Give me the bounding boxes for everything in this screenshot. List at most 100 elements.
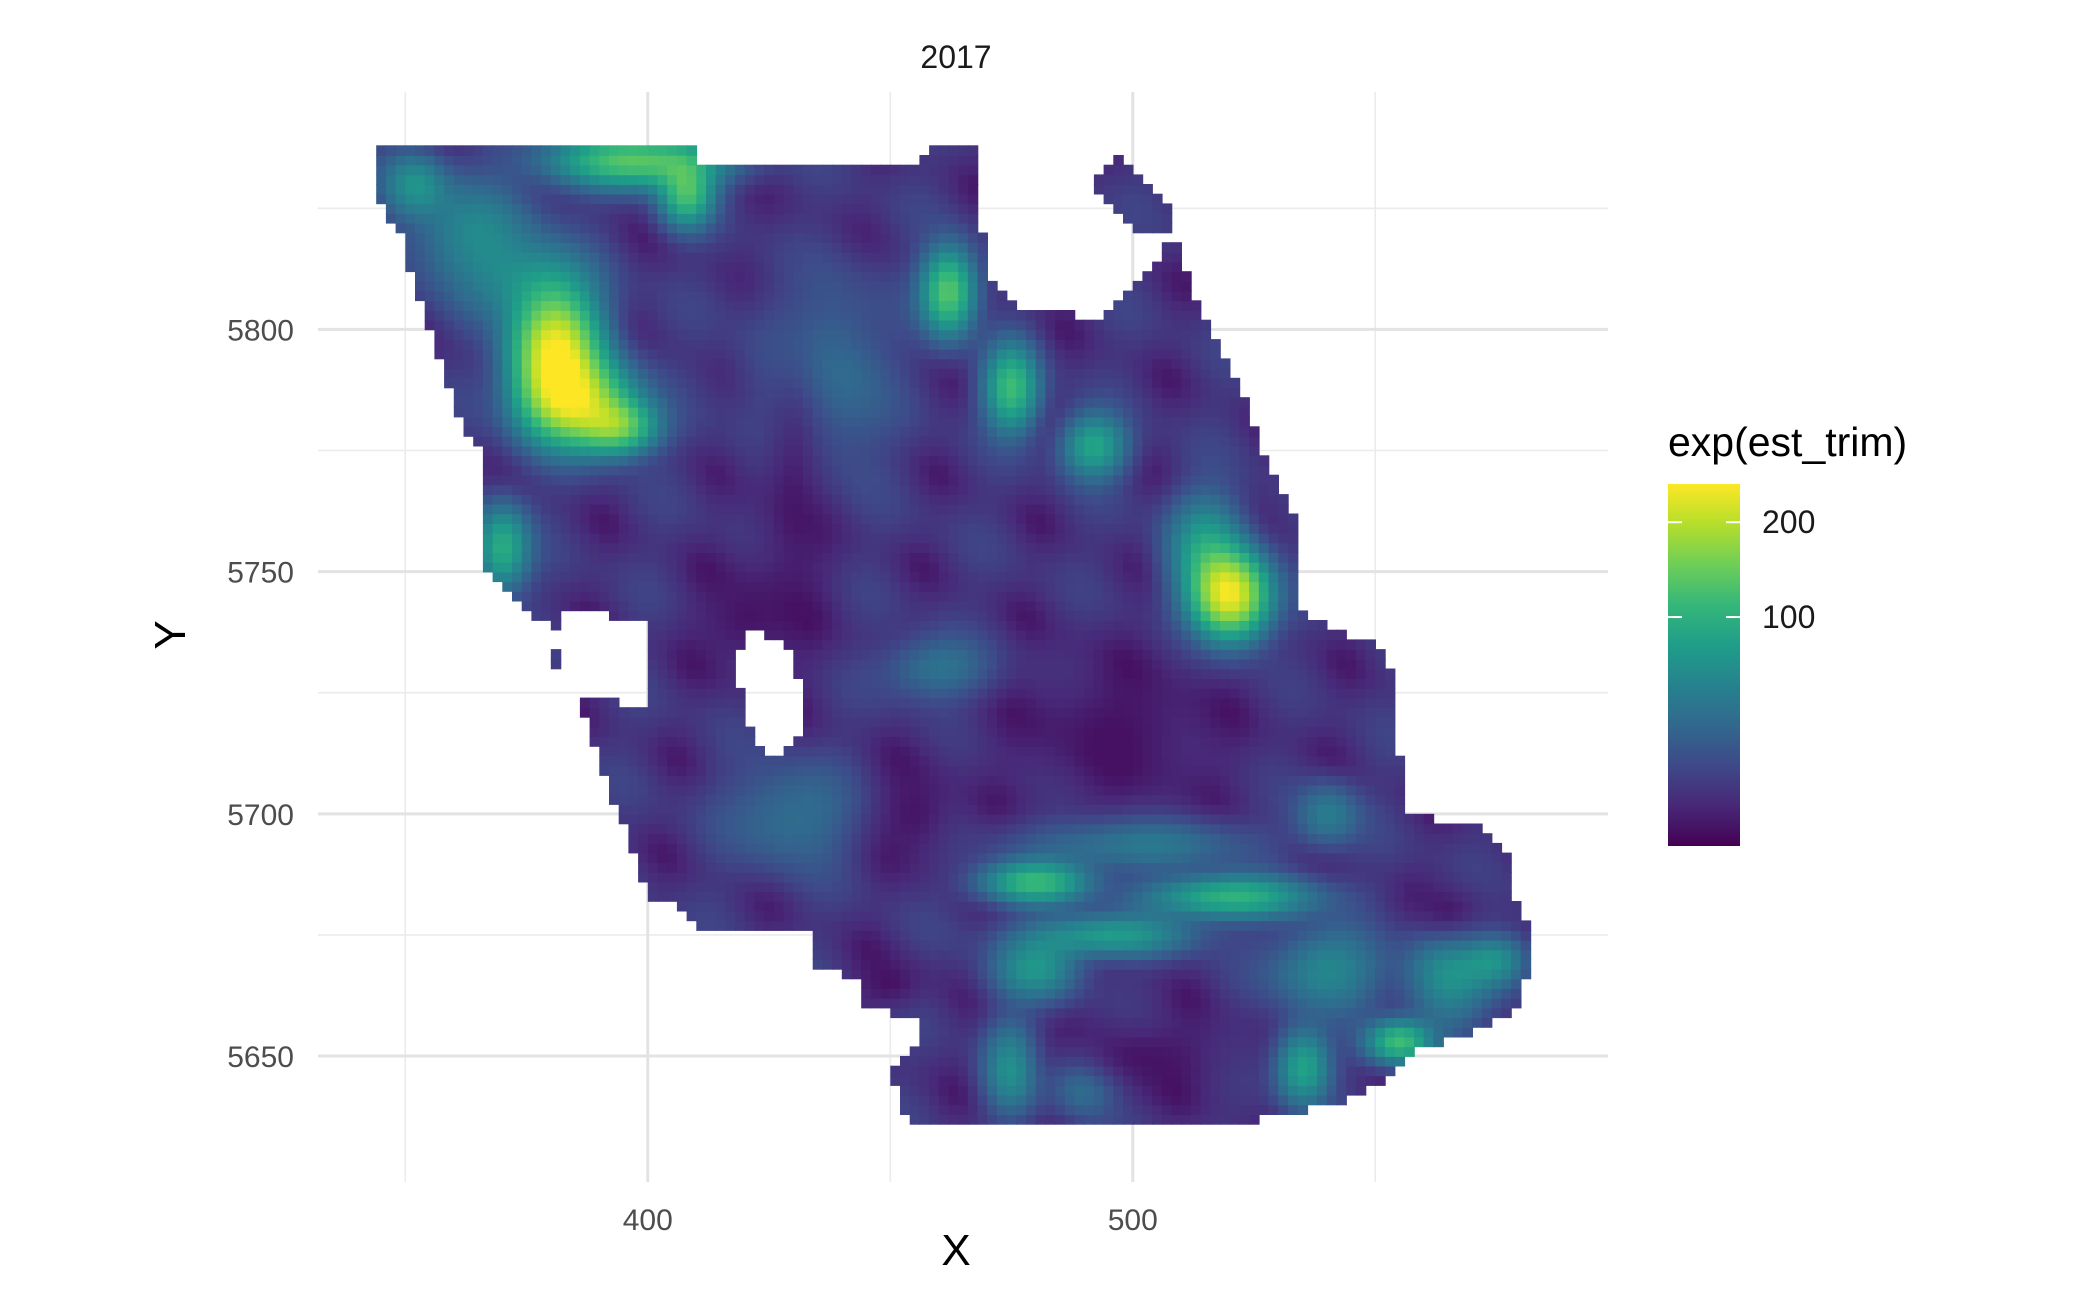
heat-cell	[561, 233, 572, 244]
heat-cell	[619, 145, 630, 156]
heat-cell	[852, 707, 863, 718]
heat-cell	[745, 233, 756, 244]
heat-cell	[1065, 824, 1076, 835]
heat-cell	[677, 775, 688, 786]
heat-cell	[648, 794, 659, 805]
heat-cell	[852, 446, 863, 457]
heat-cell	[997, 785, 1008, 796]
heat-cell	[1007, 339, 1018, 350]
heat-cell	[609, 581, 620, 592]
heat-cell	[1065, 1114, 1076, 1125]
heat-cell	[483, 329, 494, 340]
heat-cell	[609, 707, 620, 718]
heat-cell	[745, 271, 756, 282]
heat-cell	[638, 862, 649, 873]
heat-cell	[716, 814, 727, 825]
heat-cell	[919, 765, 930, 776]
heat-cell	[599, 213, 610, 224]
heat-cell	[1094, 911, 1105, 922]
heat-cell	[541, 233, 552, 244]
heat-cell	[822, 426, 833, 437]
heat-cell	[939, 1027, 950, 1038]
heat-cell	[910, 736, 921, 747]
heat-cell	[638, 872, 649, 883]
heat-cell	[1026, 1095, 1037, 1106]
heat-cell	[696, 388, 707, 399]
heat-cell	[434, 329, 445, 340]
heat-cell	[842, 378, 853, 389]
heat-cell	[929, 756, 940, 767]
heat-cell	[1026, 1056, 1037, 1067]
heat-cell	[561, 358, 572, 369]
heat-cell	[706, 174, 717, 185]
heat-cell	[978, 610, 989, 621]
heat-cell	[677, 620, 688, 631]
heat-cell	[919, 678, 930, 689]
heat-cell	[561, 368, 572, 379]
heat-cell	[949, 639, 960, 650]
heat-cell	[638, 504, 649, 515]
heat-cell	[793, 736, 804, 747]
heat-cell	[939, 203, 950, 214]
heat-cell	[978, 950, 989, 961]
heat-cell	[832, 252, 843, 263]
heat-cell	[493, 514, 504, 525]
heat-cell	[949, 194, 960, 205]
heat-cell	[813, 242, 824, 253]
heat-cell	[910, 329, 921, 340]
heat-cell	[900, 223, 911, 234]
heat-cell	[483, 397, 494, 408]
heat-cell	[910, 262, 921, 273]
heat-cell	[1045, 1075, 1056, 1086]
heat-cell	[919, 1027, 930, 1038]
heat-cell	[599, 446, 610, 457]
heat-cell	[861, 765, 872, 776]
heat-cell	[580, 436, 591, 447]
heat-cell	[1065, 911, 1076, 922]
heat-cell	[725, 174, 736, 185]
heat-cell	[852, 901, 863, 912]
heat-cell	[958, 291, 969, 302]
heat-cell	[871, 853, 882, 864]
heat-cell	[939, 475, 950, 486]
heat-cell	[929, 252, 940, 263]
heat-cell	[1026, 649, 1037, 660]
heat-cell	[871, 969, 882, 980]
heat-cell	[939, 320, 950, 331]
heat-cell	[638, 833, 649, 844]
heat-cell	[473, 436, 484, 447]
heat-cell	[648, 446, 659, 457]
heat-cell	[473, 291, 484, 302]
heat-cell	[929, 717, 940, 728]
heat-cell	[939, 746, 950, 757]
heat-cell	[881, 998, 892, 1009]
heat-cell	[648, 475, 659, 486]
heat-cell	[861, 843, 872, 854]
heat-cell	[658, 397, 669, 408]
heat-cell	[444, 349, 455, 360]
heat-cell	[861, 659, 872, 670]
heat-cell	[1026, 862, 1037, 873]
heat-cell	[919, 649, 930, 660]
heat-cell	[687, 572, 698, 583]
heat-cell	[1075, 475, 1086, 486]
heat-cell	[735, 446, 746, 457]
heat-cell	[852, 862, 863, 873]
heat-cell	[541, 504, 552, 515]
heat-cell	[1026, 543, 1037, 554]
heat-cell	[493, 233, 504, 244]
heat-cell	[561, 543, 572, 554]
heat-cell	[910, 794, 921, 805]
heat-cell	[706, 610, 717, 621]
heat-cell	[784, 533, 795, 544]
heat-cell	[764, 465, 775, 476]
heat-cell	[997, 407, 1008, 418]
heat-cell	[1016, 911, 1027, 922]
heat-cell	[1045, 533, 1056, 544]
heat-cell	[949, 756, 960, 767]
heat-cell	[541, 446, 552, 457]
heat-cell	[871, 610, 882, 621]
heat-cell	[910, 203, 921, 214]
heat-cell	[590, 504, 601, 515]
heat-cell	[580, 601, 591, 612]
